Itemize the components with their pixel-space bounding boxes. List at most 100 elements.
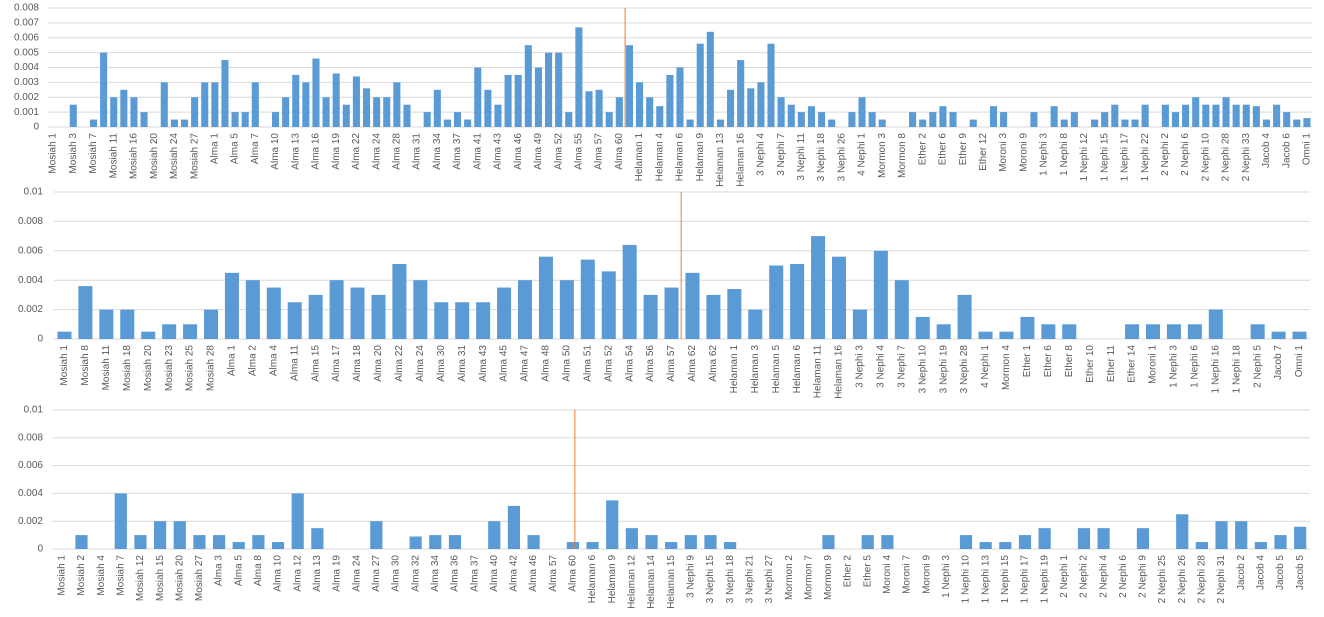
bar <box>180 119 189 127</box>
x-tick-label: Mosiah 12 <box>135 555 146 602</box>
y-tick-label: 0.006 <box>14 32 39 43</box>
bar <box>140 112 148 127</box>
x-tick-label: 3 Nephi 4 <box>756 133 767 176</box>
bar <box>494 104 502 127</box>
bar <box>455 302 470 339</box>
x-tick-label: Alma 37 <box>452 133 463 170</box>
bar <box>1222 97 1230 127</box>
x-tick-label: Mosiah 1 <box>59 345 70 386</box>
y-tick-label: 0.003 <box>14 77 39 88</box>
bar <box>915 316 930 339</box>
y-tick-label: 0.007 <box>14 18 39 29</box>
x-tick-label: Alma 48 <box>541 345 552 382</box>
x-tick-label: Jacob 4 <box>1261 133 1272 168</box>
x-tick-label: 1 Nephi 15 <box>1099 133 1110 182</box>
x-tick-label: Alma 7 <box>250 133 261 165</box>
x-tick-label: Helaman 9 <box>607 555 618 604</box>
bar <box>605 112 613 127</box>
x-tick-label: Alma 18 <box>352 345 363 382</box>
bar <box>232 542 245 549</box>
bar <box>282 97 290 127</box>
bar <box>790 264 805 339</box>
bar <box>332 73 340 127</box>
bar <box>957 294 972 339</box>
bar <box>936 324 951 339</box>
x-tick-label: 2 Nephi 4 <box>1098 555 1109 598</box>
x-tick-label: Alma 5 <box>233 555 244 587</box>
x-tick-label: Ether 9 <box>958 133 969 166</box>
x-tick-label: 1 Nephi 3 <box>1169 345 1180 388</box>
x-tick-label: 1 Nephi 17 <box>1020 555 1031 604</box>
x-tick-label: Mosiah 16 <box>129 133 140 180</box>
bar <box>245 280 260 339</box>
x-tick-label: 3 Nephi 10 <box>917 345 928 394</box>
bar <box>565 112 573 127</box>
x-tick-label: 1 Nephi 15 <box>1000 555 1011 604</box>
bar <box>1097 528 1110 549</box>
x-tick-label: Helaman 6 <box>675 133 686 182</box>
bar <box>685 272 700 339</box>
bar <box>656 106 664 127</box>
bar <box>1283 112 1291 127</box>
bar <box>666 74 674 127</box>
bar <box>538 256 553 339</box>
bar <box>1212 104 1220 127</box>
bar <box>134 535 147 549</box>
bar <box>1293 119 1301 127</box>
x-tick-label: Mosiah 15 <box>155 555 166 602</box>
bar <box>545 52 553 127</box>
bar <box>643 294 658 339</box>
x-tick-label: Moroni 7 <box>902 555 913 594</box>
bar <box>767 43 775 128</box>
bar <box>1060 119 1068 127</box>
bar <box>704 535 717 549</box>
bar <box>665 542 678 549</box>
bar <box>1091 119 1099 127</box>
bar <box>1000 112 1008 127</box>
bar <box>1250 324 1265 339</box>
bar <box>807 106 815 127</box>
x-tick-label: 1 Nephi 17 <box>1120 133 1131 182</box>
x-tick-label: 1 Nephi 3 <box>941 555 952 598</box>
x-tick-label: Alma 57 <box>548 555 559 592</box>
bar <box>271 542 285 549</box>
x-tick-label: Alma 54 <box>624 345 635 382</box>
x-tick-label: Alma 45 <box>499 345 510 382</box>
bar <box>559 280 574 339</box>
bar <box>141 331 156 339</box>
bar <box>312 58 320 128</box>
x-tick-label: Ether 8 <box>1064 345 1075 378</box>
x-tick-label: Jacob 7 <box>1273 345 1284 380</box>
bar <box>979 542 992 549</box>
x-tick-label: 4 Nephi 1 <box>857 133 868 176</box>
bar <box>120 309 135 339</box>
bar <box>130 97 138 127</box>
x-tick-label: Jacob 5 <box>1275 555 1286 590</box>
bar <box>575 27 583 127</box>
bar <box>706 31 714 127</box>
x-tick-label: Helaman 16 <box>735 133 746 187</box>
x-tick-label: Alma 43 <box>478 345 489 382</box>
x-tick-label: Alma 30 <box>391 555 402 592</box>
bar <box>580 259 595 339</box>
x-tick-label: Helaman 11 <box>813 345 824 399</box>
x-tick-label: 3 Nephi 18 <box>725 555 736 604</box>
y-tick-label: 0.002 <box>14 92 39 103</box>
x-tick-label: Alma 57 <box>666 345 677 382</box>
bar <box>393 82 401 127</box>
bar <box>1077 528 1091 549</box>
bar <box>224 272 239 339</box>
x-tick-label: Mormon 4 <box>1001 345 1012 390</box>
bar <box>566 542 579 549</box>
bar <box>78 286 93 339</box>
bar <box>999 542 1012 549</box>
x-tick-label: Mosiah 25 <box>185 345 196 392</box>
x-tick-label: Alma 17 <box>331 345 342 382</box>
x-tick-label: 1 Nephi 10 <box>961 555 972 604</box>
x-tick-label: 3 Nephi 7 <box>896 345 907 388</box>
bar <box>524 45 532 127</box>
x-tick-label: Jacob 4 <box>1256 555 1267 590</box>
bar <box>329 280 344 339</box>
bar <box>1273 104 1281 127</box>
bar <box>861 535 874 549</box>
